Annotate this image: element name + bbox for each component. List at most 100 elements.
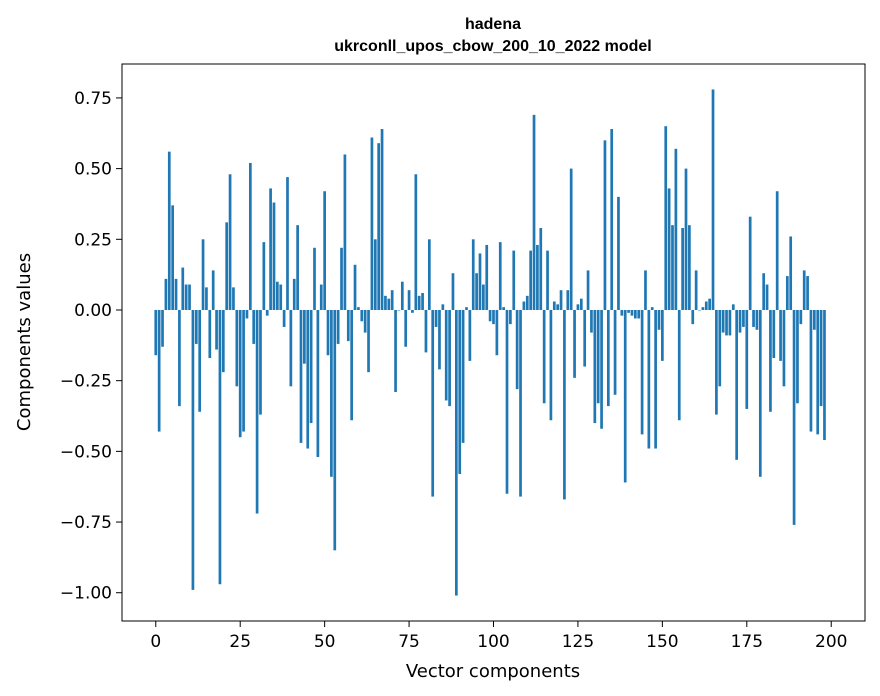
bar xyxy=(640,309,644,435)
bar xyxy=(289,309,293,387)
bar xyxy=(748,216,752,310)
bar xyxy=(164,278,168,310)
bar xyxy=(255,309,259,514)
bar xyxy=(529,250,532,310)
bar xyxy=(728,309,732,336)
bar xyxy=(593,309,597,424)
bar xyxy=(201,239,205,310)
bar xyxy=(603,140,607,310)
bar xyxy=(248,162,252,310)
bar xyxy=(225,222,229,310)
bar xyxy=(779,309,782,361)
bar xyxy=(606,309,610,407)
bar xyxy=(556,304,560,310)
bar xyxy=(340,247,343,310)
bar xyxy=(539,227,543,310)
bar xyxy=(745,309,749,409)
bar xyxy=(792,309,796,525)
bar xyxy=(475,273,478,310)
bar xyxy=(488,309,492,322)
bar xyxy=(552,301,556,310)
bar xyxy=(762,273,766,310)
x-tick-label: 75 xyxy=(398,632,420,652)
bar xyxy=(377,143,381,310)
bar xyxy=(482,284,485,310)
x-axis-label: Vector components xyxy=(406,661,580,682)
bar xyxy=(330,309,333,477)
bar xyxy=(438,309,441,370)
bar xyxy=(583,309,587,367)
bar xyxy=(178,309,181,407)
bar xyxy=(198,309,202,412)
bar xyxy=(154,309,158,356)
bar xyxy=(549,309,553,421)
bar xyxy=(664,126,668,310)
bar xyxy=(411,309,414,313)
bar xyxy=(208,309,212,359)
bar xyxy=(623,309,627,483)
bar xyxy=(694,270,698,310)
bar xyxy=(326,309,330,356)
bar xyxy=(522,301,526,310)
bar xyxy=(647,309,651,449)
bar xyxy=(303,309,306,364)
y-tick-label: 0.75 xyxy=(74,89,112,109)
bar xyxy=(579,298,583,310)
y-tick-label: −0.75 xyxy=(60,513,112,533)
bar xyxy=(823,309,826,441)
y-axis-label: Components values xyxy=(14,253,35,431)
x-tick-label: 25 xyxy=(229,632,251,652)
x-tick-label: 150 xyxy=(646,632,678,652)
bar xyxy=(566,290,570,310)
bar xyxy=(809,309,813,432)
bar xyxy=(630,309,634,316)
x-tick-label: 125 xyxy=(562,632,594,652)
bar xyxy=(407,290,411,310)
y-axis-ticks: 0.75 0.50 0.25 0.00 −0.25 −0.50 −0.75 −1.00 xyxy=(60,89,122,604)
bar xyxy=(404,309,408,347)
bar xyxy=(313,247,316,310)
bar xyxy=(259,309,262,415)
bar xyxy=(637,309,641,319)
bar xyxy=(272,202,276,310)
bar xyxy=(397,309,401,311)
bar xyxy=(276,281,279,310)
bar xyxy=(573,309,576,378)
bar xyxy=(265,309,269,316)
bar xyxy=(478,253,482,310)
bar xyxy=(674,148,678,310)
y-tick-label: −0.50 xyxy=(60,442,112,462)
bar xyxy=(769,309,772,412)
bar xyxy=(782,309,786,387)
bar xyxy=(701,307,705,310)
bar xyxy=(181,267,185,310)
bar xyxy=(796,309,799,404)
bar xyxy=(252,309,256,344)
bar xyxy=(400,281,404,310)
bar xyxy=(417,295,421,310)
bar xyxy=(613,309,617,395)
bar xyxy=(758,309,762,477)
x-tick-label: 0 xyxy=(150,632,161,652)
bar xyxy=(171,205,175,310)
bar xyxy=(715,309,718,415)
bar xyxy=(620,309,624,316)
bar xyxy=(245,309,249,319)
y-tick-label: −0.25 xyxy=(60,372,112,392)
bar xyxy=(387,298,391,310)
bar xyxy=(742,309,745,327)
bar xyxy=(350,309,353,421)
bar xyxy=(451,273,455,310)
bar xyxy=(367,309,370,373)
bar xyxy=(448,309,451,407)
bar xyxy=(262,242,266,310)
bar xyxy=(211,270,215,310)
bar xyxy=(559,290,563,310)
bars xyxy=(154,89,826,596)
bar xyxy=(455,309,458,596)
bar xyxy=(434,309,438,327)
bar xyxy=(427,239,431,310)
x-axis-ticks: 0 25 50 75 100 125 150 175 200 xyxy=(150,621,847,652)
bar xyxy=(752,309,755,327)
bar xyxy=(167,151,171,310)
